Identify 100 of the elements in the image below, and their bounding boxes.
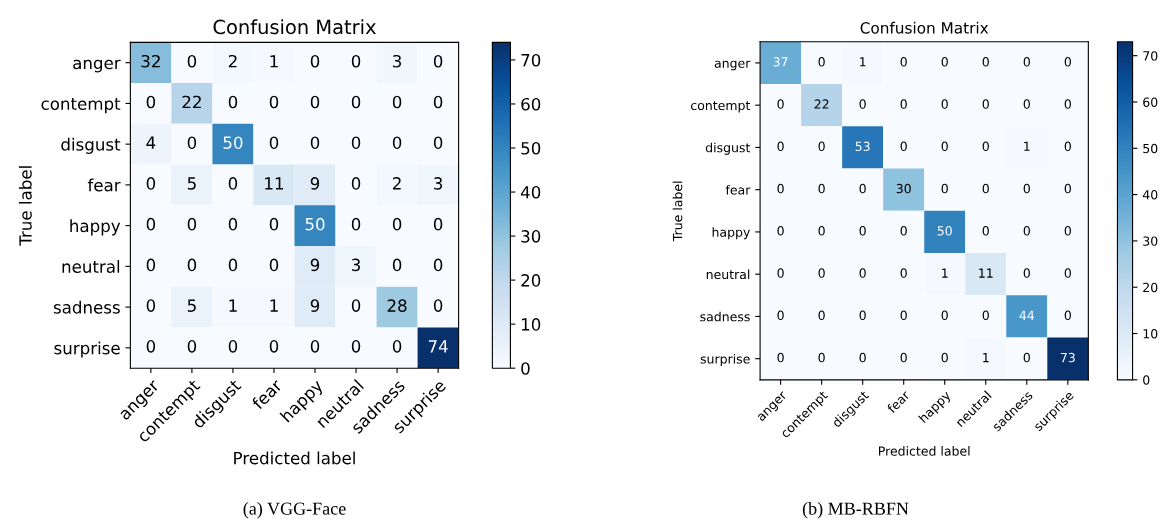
data-label: 3 bbox=[352, 258, 360, 272]
y-axis-title: True label bbox=[18, 166, 32, 246]
data-label: 0 bbox=[351, 340, 361, 353]
data-label: 0 bbox=[777, 183, 784, 194]
color-bar-label: 60 bbox=[521, 97, 541, 111]
data-label: 0 bbox=[433, 299, 443, 312]
data-label: 0 bbox=[818, 183, 825, 194]
data-label: 0 bbox=[146, 95, 156, 109]
data-label: 1 bbox=[270, 299, 278, 312]
data-label: 0 bbox=[269, 340, 279, 353]
color-bar-label: 20 bbox=[521, 274, 541, 287]
data-label: 0 bbox=[269, 258, 279, 272]
data-label: 0 bbox=[310, 340, 320, 353]
data-label: 0 bbox=[777, 226, 784, 236]
color-bar-label: 70 bbox=[1143, 51, 1158, 61]
data-label: 0 bbox=[433, 95, 443, 109]
data-label: 0 bbox=[1023, 183, 1030, 194]
data-label: 1 bbox=[983, 353, 989, 363]
y-tick-label: contempt bbox=[41, 98, 121, 114]
data-label: 0 bbox=[146, 217, 156, 231]
data-label: 50 bbox=[223, 136, 243, 149]
data-label: 0 bbox=[818, 268, 825, 278]
data-label: 0 bbox=[146, 340, 156, 353]
data-label: 0 bbox=[982, 57, 989, 67]
y-tick-label: fear bbox=[87, 178, 121, 192]
color-bar-label: 70 bbox=[521, 53, 541, 67]
data-label: 0 bbox=[859, 310, 866, 321]
data-label: 2 bbox=[392, 177, 401, 190]
data-label: 0 bbox=[392, 340, 402, 353]
y-tick-label: surprise bbox=[700, 353, 750, 367]
data-label: 0 bbox=[146, 177, 156, 190]
y-tick-label: neutral bbox=[62, 260, 120, 273]
data-label: 1 bbox=[1024, 141, 1030, 151]
data-label: 0 bbox=[1064, 268, 1071, 278]
data-label: 3 bbox=[434, 177, 443, 190]
data-label: 0 bbox=[818, 141, 825, 152]
data-label: 0 bbox=[392, 136, 402, 149]
data-label: 0 bbox=[228, 217, 238, 231]
text: (b) MB-RBFN bbox=[802, 502, 909, 519]
data-label: 9 bbox=[310, 177, 320, 190]
data-label: 0 bbox=[310, 136, 320, 149]
color-bar-label: 20 bbox=[1143, 282, 1158, 293]
data-label: 0 bbox=[1064, 141, 1071, 152]
data-label: 0 bbox=[310, 95, 320, 109]
data-label: 0 bbox=[982, 141, 989, 152]
data-label: 28 bbox=[387, 299, 407, 312]
data-label: 0 bbox=[187, 136, 197, 149]
data-label: 0 bbox=[900, 310, 907, 321]
y-tick-label: anger bbox=[73, 59, 121, 73]
data-label: 0 bbox=[146, 258, 156, 272]
data-label: 50 bbox=[305, 217, 325, 231]
data-label: 0 bbox=[900, 99, 907, 109]
data-label: 3 bbox=[393, 54, 402, 68]
data-label: 0 bbox=[941, 57, 948, 67]
data-label: 37 bbox=[773, 57, 788, 67]
y-tick-label: anger bbox=[714, 60, 751, 71]
data-label: 0 bbox=[228, 258, 238, 272]
data-label: 50 bbox=[937, 226, 952, 236]
data-label: 0 bbox=[228, 95, 238, 109]
data-label: 74 bbox=[428, 340, 448, 353]
data-label: 0 bbox=[187, 217, 197, 231]
data-label: 0 bbox=[859, 268, 866, 278]
data-label: 0 bbox=[982, 99, 989, 109]
data-label: 0 bbox=[941, 352, 948, 363]
y-tick-label: happy bbox=[712, 227, 750, 240]
color-bar-label: 60 bbox=[1143, 97, 1158, 107]
data-label: 0 bbox=[269, 136, 279, 149]
y-tick-label: contempt bbox=[691, 101, 751, 113]
data-label: 0 bbox=[1023, 226, 1030, 236]
data-label: 0 bbox=[818, 226, 825, 236]
data-label: 0 bbox=[351, 217, 361, 231]
data-label: 9 bbox=[310, 258, 320, 272]
data-label: 0 bbox=[433, 54, 443, 68]
data-label: 0 bbox=[941, 141, 948, 152]
data-label: 0 bbox=[818, 352, 825, 363]
data-label: 0 bbox=[818, 57, 825, 67]
y-axis-title: True label bbox=[672, 181, 683, 242]
data-label: 0 bbox=[1023, 57, 1030, 67]
data-label: 0 bbox=[859, 183, 866, 194]
y-tick-label: neutral bbox=[706, 269, 750, 280]
data-label: 0 bbox=[1023, 352, 1030, 363]
data-label: 0 bbox=[351, 299, 361, 312]
data-label: 0 bbox=[982, 310, 989, 321]
data-label: 0 bbox=[859, 352, 866, 363]
data-label: 0 bbox=[777, 268, 784, 278]
y-tick-label: sadness bbox=[700, 311, 750, 322]
data-label: 0 bbox=[1064, 183, 1071, 194]
data-label: 0 bbox=[187, 54, 197, 68]
data-label: 0 bbox=[351, 136, 361, 149]
data-label: 0 bbox=[351, 95, 361, 109]
data-label: 0 bbox=[351, 177, 361, 190]
color-bar-label: 10 bbox=[521, 318, 541, 331]
data-label: 1 bbox=[229, 299, 237, 312]
data-label: 0 bbox=[269, 217, 279, 231]
data-label: 53 bbox=[855, 141, 870, 152]
data-label: 0 bbox=[310, 54, 320, 68]
data-label: 0 bbox=[433, 136, 443, 149]
data-label: 0 bbox=[900, 268, 907, 278]
y-tick-label: fear bbox=[725, 184, 751, 195]
data-label: 32 bbox=[141, 54, 160, 68]
